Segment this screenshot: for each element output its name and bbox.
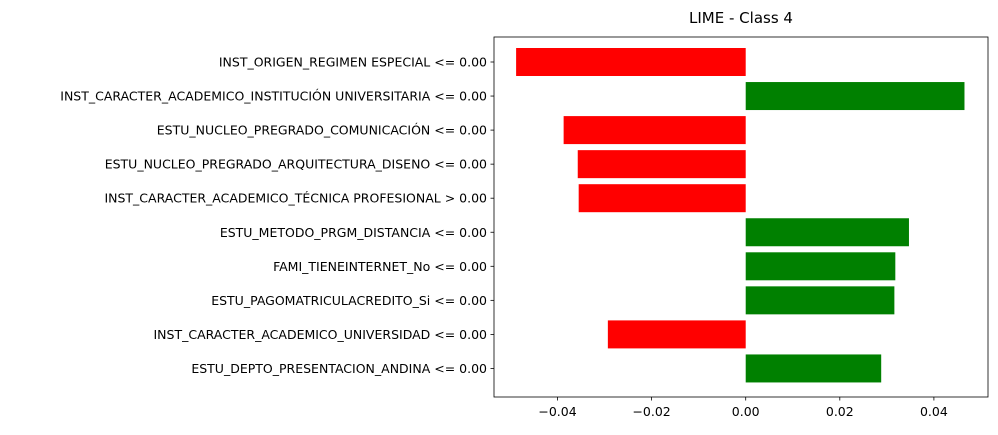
bar <box>745 252 896 281</box>
x-tick-label: 0.02 <box>826 404 854 419</box>
bar <box>745 82 965 111</box>
x-tick-label: 0.04 <box>920 404 948 419</box>
x-tick-label: 0.00 <box>732 404 760 419</box>
bar <box>578 184 746 213</box>
y-tick-label: INST_CARACTER_ACADEMICO_INSTITUCIÓN UNIV… <box>60 89 487 104</box>
y-tick-label: INST_CARACTER_ACADEMICO_TÉCNICA PROFESIO… <box>104 191 487 206</box>
y-tick-label: FAMI_TIENEINTERNET_No <= 0.00 <box>273 259 487 274</box>
bar <box>563 116 746 145</box>
bar <box>745 218 909 247</box>
y-tick-label: INST_ORIGEN_REGIMEN ESPECIAL <= 0.00 <box>219 55 487 70</box>
bar <box>745 286 895 315</box>
plot-frame <box>493 36 989 398</box>
y-axis-ticks: INST_ORIGEN_REGIMEN ESPECIAL <= 0.00 INST… <box>60 55 494 376</box>
x-tick-label: −0.04 <box>538 404 576 419</box>
y-tick-label: INST_CARACTER_ACADEMICO_UNIVERSIDAD <= 0… <box>153 327 487 342</box>
y-tick-label: ESTU_NUCLEO_PREGRADO_ARQUITECTURA_DISENO… <box>105 157 487 172</box>
bar <box>577 150 746 179</box>
bar <box>745 354 882 383</box>
bar <box>607 320 746 349</box>
y-tick-label: ESTU_PAGOMATRICULACREDITO_Si <= 0.00 <box>211 293 487 308</box>
chart-title: LIME - Class 4 <box>689 9 793 27</box>
y-tick-label: ESTU_METODO_PRGM_DISTANCIA <= 0.00 <box>220 225 487 240</box>
bar <box>516 48 746 76</box>
y-tick-label: ESTU_NUCLEO_PREGRADO_COMUNICACIÓN <= 0.0… <box>157 123 487 138</box>
x-axis-ticks: −0.04 −0.02 0.00 0.02 0.04 <box>538 397 948 419</box>
x-tick-label: −0.02 <box>632 404 670 419</box>
y-tick-label: ESTU_DEPTO_PRESENTACION_ANDINA <= 0.00 <box>191 361 487 376</box>
bars-group <box>516 48 965 383</box>
